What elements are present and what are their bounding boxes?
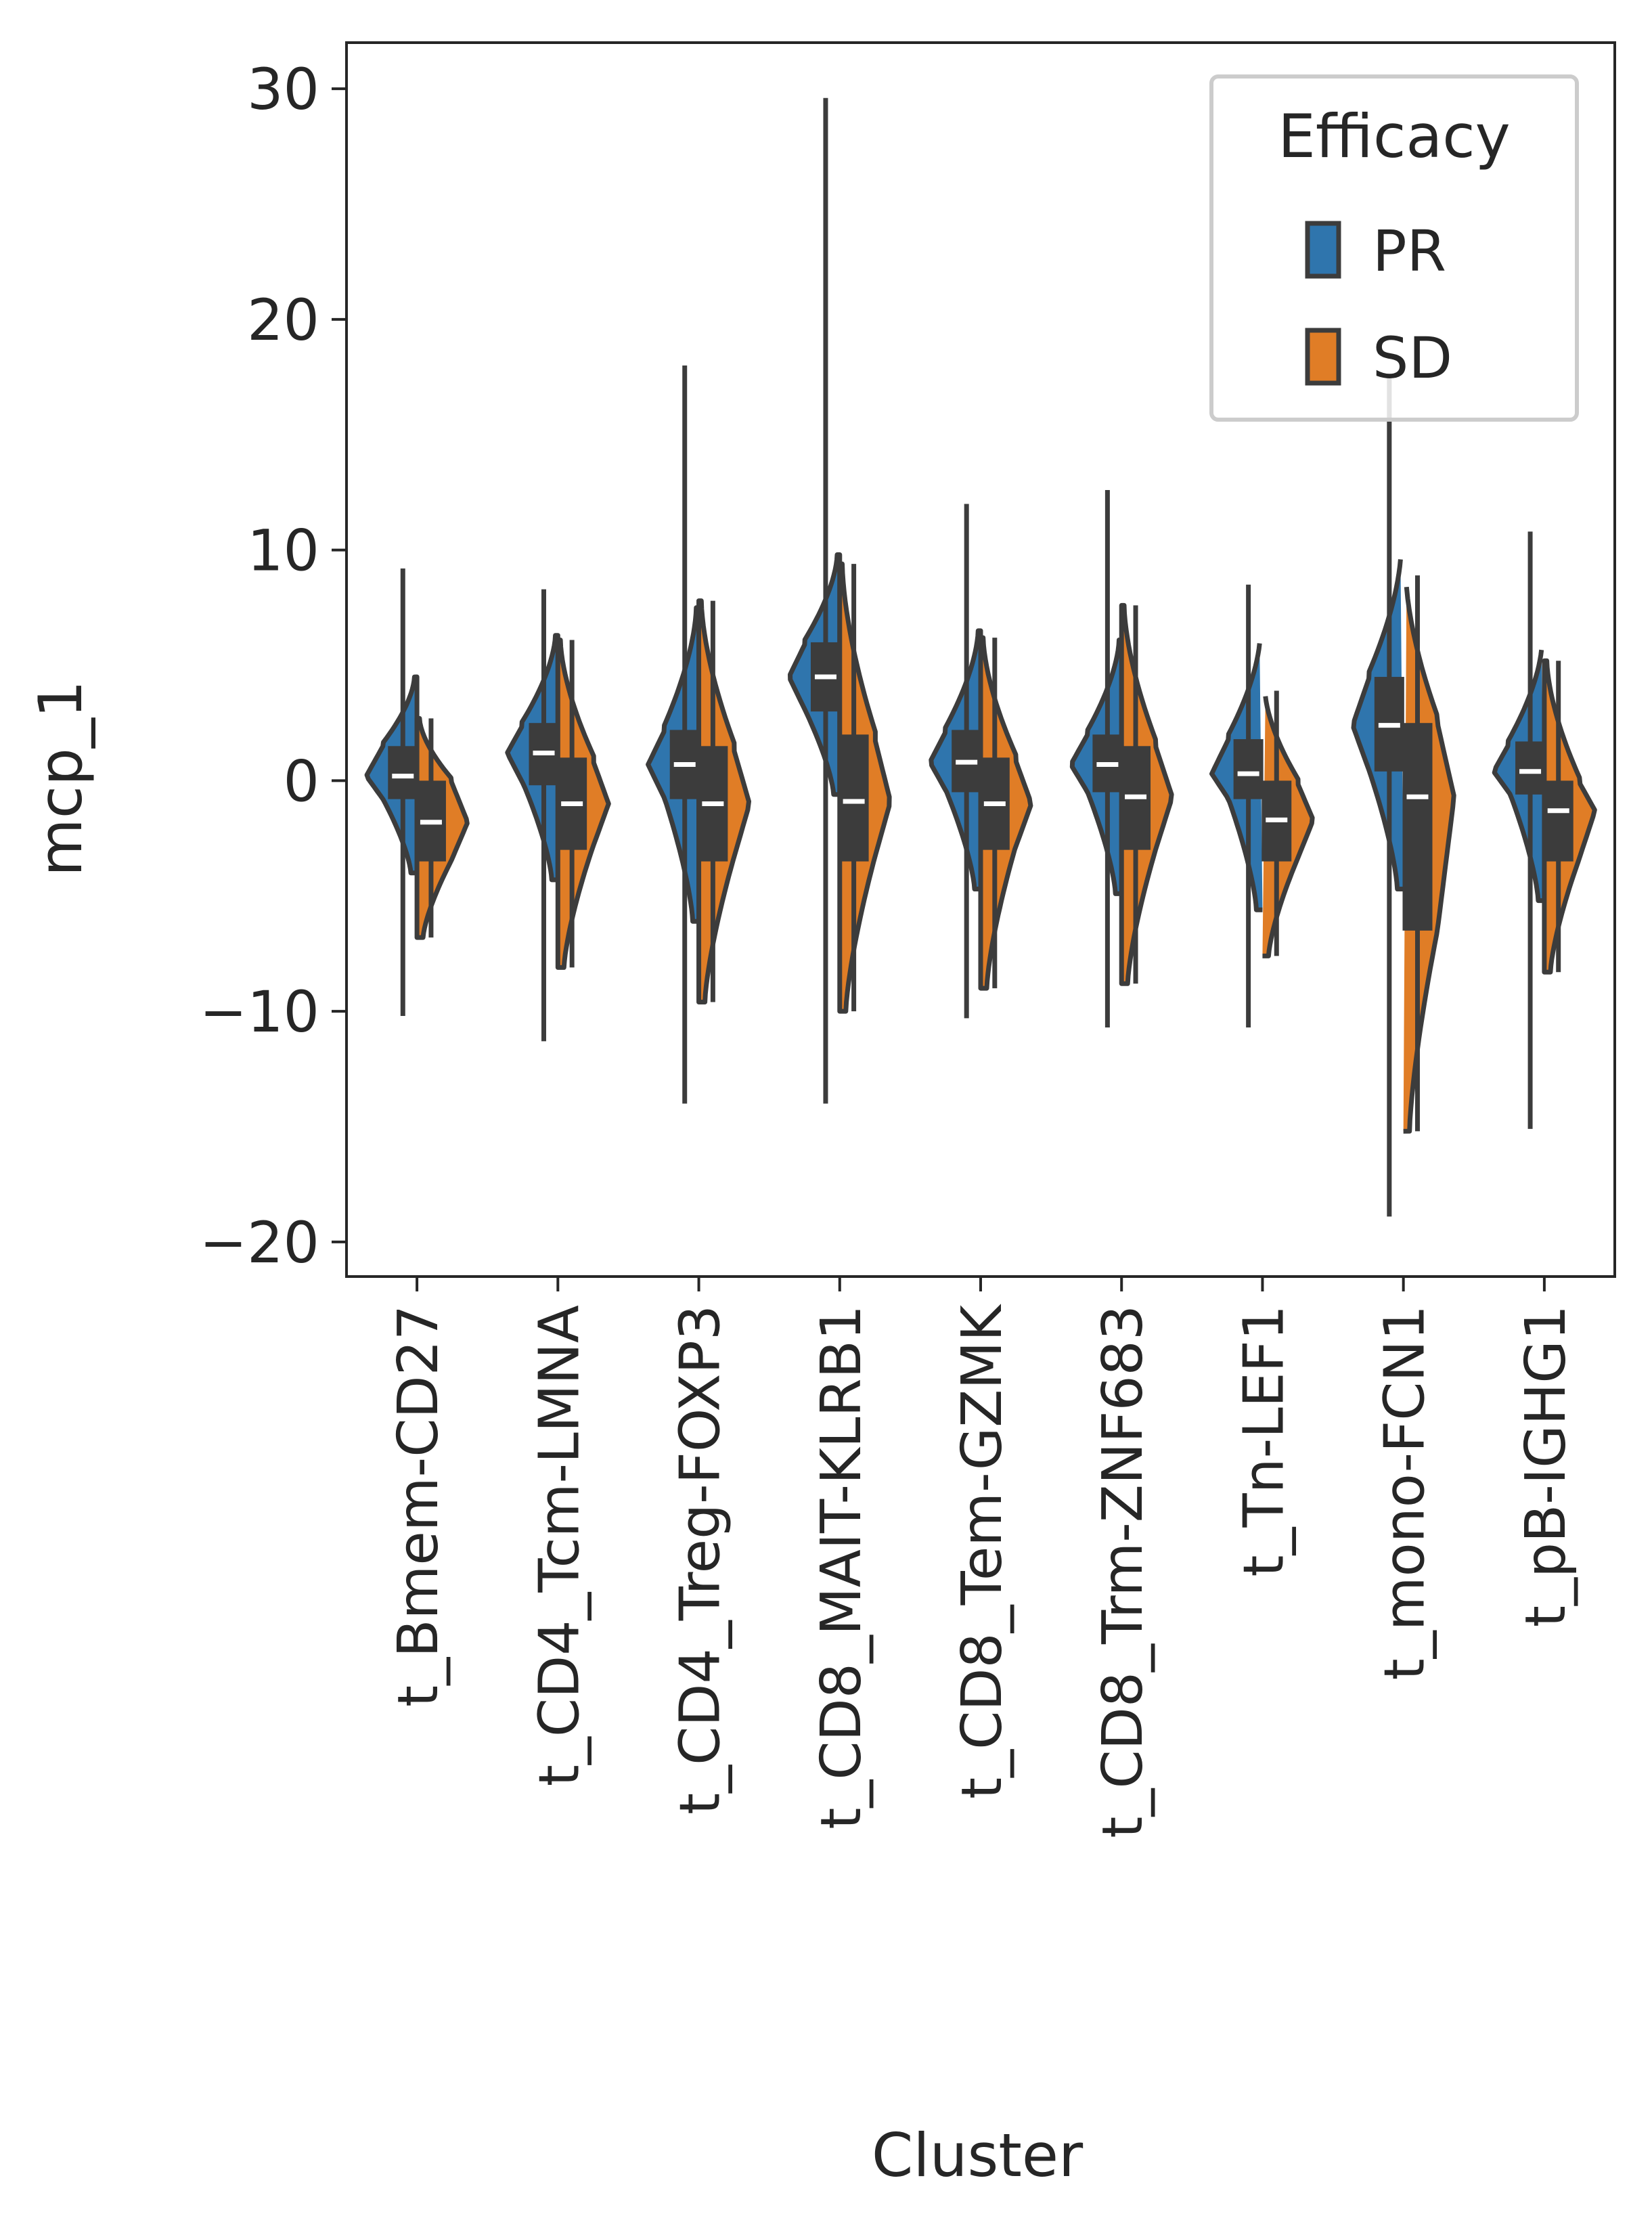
legend-label-sd: SD (1372, 325, 1452, 391)
x-tick-label: t_pB-IGHG1 (1514, 1305, 1578, 1627)
violin-group (1209, 584, 1315, 1027)
violin-group (1069, 490, 1174, 1027)
violin-group (364, 568, 470, 1016)
box-pr (1233, 739, 1264, 799)
y-tick-label: 30 (247, 56, 319, 123)
legend-frame (1209, 74, 1579, 422)
legend-title: Efficacy (1278, 102, 1510, 171)
y-tick-label: −10 (200, 979, 319, 1045)
box-pr (388, 746, 418, 799)
violin-group (505, 589, 611, 1042)
violin-group (1492, 531, 1597, 1129)
violin-group (929, 504, 1033, 1019)
box-sd (839, 734, 869, 862)
x-tick-label: t_CD8_Tem-GZMK (950, 1304, 1014, 1799)
x-tick-label: t_CD4_Treg-FOXP3 (669, 1305, 733, 1815)
x-tick-label: t_CD4_Tcm-LMNA (527, 1305, 591, 1786)
y-tick-label: −20 (200, 1210, 319, 1276)
y-axis: 30 20 10 0 −10 −20 (200, 56, 347, 1276)
violin-group (788, 97, 892, 1104)
x-axis-title: Cluster (872, 2121, 1084, 2190)
legend-swatch-pr (1305, 221, 1341, 279)
violin-group (646, 365, 751, 1104)
y-tick-label: 0 (284, 748, 319, 814)
box-sd (1402, 723, 1433, 931)
x-tick-label: t_Tn-LEF1 (1232, 1305, 1296, 1577)
legend: Efficacy PR SD (1209, 74, 1579, 422)
x-tick-label: t_CD8_MAIT-KLRB1 (809, 1305, 874, 1830)
violin-group (1351, 374, 1456, 1217)
x-tick-label: t_CD8_Trm-ZNF683 (1091, 1305, 1155, 1838)
y-tick-label: 20 (247, 287, 319, 353)
x-axis: t_Bmem-CD27 t_CD4_Tcm-LMNA t_CD4_Treg-FOXP… (386, 1277, 1578, 1838)
legend-label-pr: PR (1372, 218, 1446, 284)
box-pr (1515, 741, 1546, 795)
box-sd (1543, 780, 1573, 862)
plot-area (345, 41, 1616, 1278)
x-tick-label: t_Bmem-CD27 (386, 1305, 451, 1707)
x-tick-label: t_mono-FCN1 (1373, 1305, 1437, 1680)
y-axis-title: mcp_1 (26, 680, 95, 877)
legend-swatch-sd (1305, 328, 1341, 386)
y-tick-label: 10 (247, 518, 319, 584)
